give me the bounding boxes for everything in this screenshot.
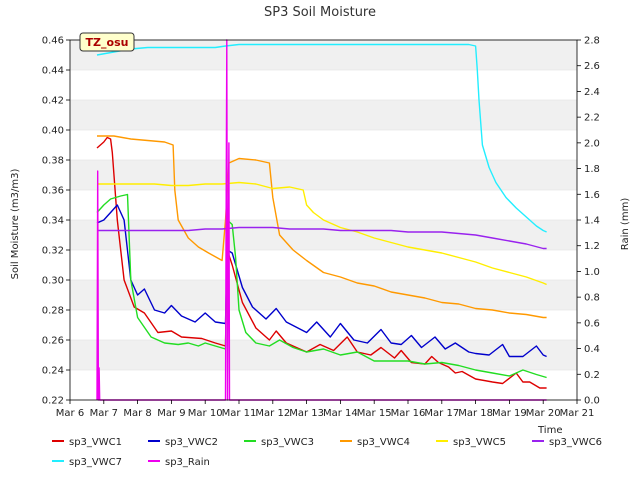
x-tick-label: Mar 20	[526, 408, 561, 419]
y-tick-label: 0.28	[42, 306, 64, 317]
x-tick-label: Mar 6	[56, 408, 84, 419]
x-tick-label: Mar 12	[255, 408, 290, 419]
y2-axis-label: Rain (mm)	[620, 198, 631, 251]
series-line-sp3-vwc7	[96, 43, 547, 233]
x-tick-label: Mar 9	[157, 408, 185, 419]
y-tick-label: 0.36	[42, 186, 64, 197]
y-tick-label: 0.32	[42, 246, 64, 257]
y2-tick-label: 1.2	[584, 241, 600, 252]
grid-band	[70, 160, 577, 190]
y2-tick-label: 1.6	[584, 190, 600, 201]
x-tick-label: Mar 13	[289, 408, 324, 419]
legend-label: sp3_Rain	[165, 457, 210, 468]
y2-tick-label: 2.6	[584, 61, 600, 72]
y2-tick-label: 2.0	[584, 138, 600, 149]
y2-tick-label: 0.2	[584, 370, 600, 381]
legend-label: sp3_VWC3	[261, 437, 314, 448]
y-tick-label: 0.34	[42, 216, 64, 227]
series-line-sp3-vwc4	[97, 135, 547, 319]
series-line-sp3-vwc3	[96, 193, 547, 379]
y-axis-label: Soil Moisture (m3/m3)	[10, 169, 21, 280]
y2-tick-label: 2.4	[584, 87, 600, 98]
y2-tick-label: 2.8	[584, 36, 600, 47]
x-axis-label: Time	[537, 425, 562, 436]
series-layer	[96, 39, 547, 401]
y-tick-label: 0.22	[42, 396, 64, 407]
x-tick-label: Mar 16	[391, 408, 426, 419]
x-tick-label: Mar 10	[188, 408, 223, 419]
x-tick-label: Mar 17	[424, 408, 459, 419]
y2-tick-label: 1.8	[584, 164, 600, 175]
grid-band	[70, 280, 577, 310]
y-tick-label: 0.46	[42, 36, 64, 47]
y2-tick-label: 0.4	[584, 344, 600, 355]
y-tick-label: 0.42	[42, 96, 64, 107]
grid-band	[70, 220, 577, 250]
y-tick-label: 0.30	[42, 276, 64, 287]
legend-label: sp3_VWC2	[165, 437, 218, 448]
legend-label: sp3_VWC7	[69, 457, 122, 468]
site-badge: TZ_osu	[79, 32, 135, 52]
y-tick-label: 0.26	[42, 336, 64, 347]
y2-tick-label: 2.2	[584, 113, 600, 124]
legend-label: sp3_VWC6	[549, 437, 602, 448]
x-tick-label: Mar 15	[357, 408, 392, 419]
legend-label: sp3_VWC5	[453, 437, 506, 448]
x-tick-label: Mar 7	[90, 408, 118, 419]
grid-band	[70, 340, 577, 370]
x-tick-label: Mar 8	[123, 408, 151, 419]
y-tick-label: 0.24	[42, 366, 64, 377]
series-line-sp3-vwc2	[96, 204, 547, 358]
legend-label: sp3_VWC4	[357, 437, 410, 448]
legend: sp3_VWC1 sp3_VWC2 sp3_VWC3 sp3_VWC4 sp3_VWC5…	[52, 437, 602, 468]
x-tick-label: Mar 18	[458, 408, 493, 419]
x-tick-label: Mar 11	[222, 408, 257, 419]
y2-tick-label: 0.6	[584, 318, 600, 329]
series-line-sp3-vwc6	[97, 226, 547, 250]
chart-title: SP3 Soil Moisture	[264, 5, 376, 20]
y-tick-label: 0.44	[42, 66, 64, 77]
y2-tick-label: 1.0	[584, 267, 600, 278]
x-tick-label: Mar 19	[492, 408, 527, 419]
x-tick-label: Mar 21	[560, 408, 595, 419]
x-tick-label: Mar 14	[323, 408, 358, 419]
grid-band	[70, 100, 577, 130]
background-bands	[70, 39, 577, 401]
y-tick-label: 0.40	[42, 126, 64, 137]
y2-tick-label: 0.8	[584, 293, 600, 304]
site-badge-label: TZ_osu	[86, 36, 129, 49]
y2-tick-label: 0.0	[584, 396, 600, 407]
axis-ticks: 0.220.240.260.280.300.320.340.360.380.40…	[42, 36, 600, 420]
legend-label: sp3_VWC1	[69, 437, 122, 448]
y2-tick-label: 1.4	[584, 216, 600, 227]
y-tick-label: 0.38	[42, 156, 64, 167]
series-line-sp3-vwc5	[97, 181, 547, 286]
series-line-sp3-vwc1	[96, 136, 547, 389]
